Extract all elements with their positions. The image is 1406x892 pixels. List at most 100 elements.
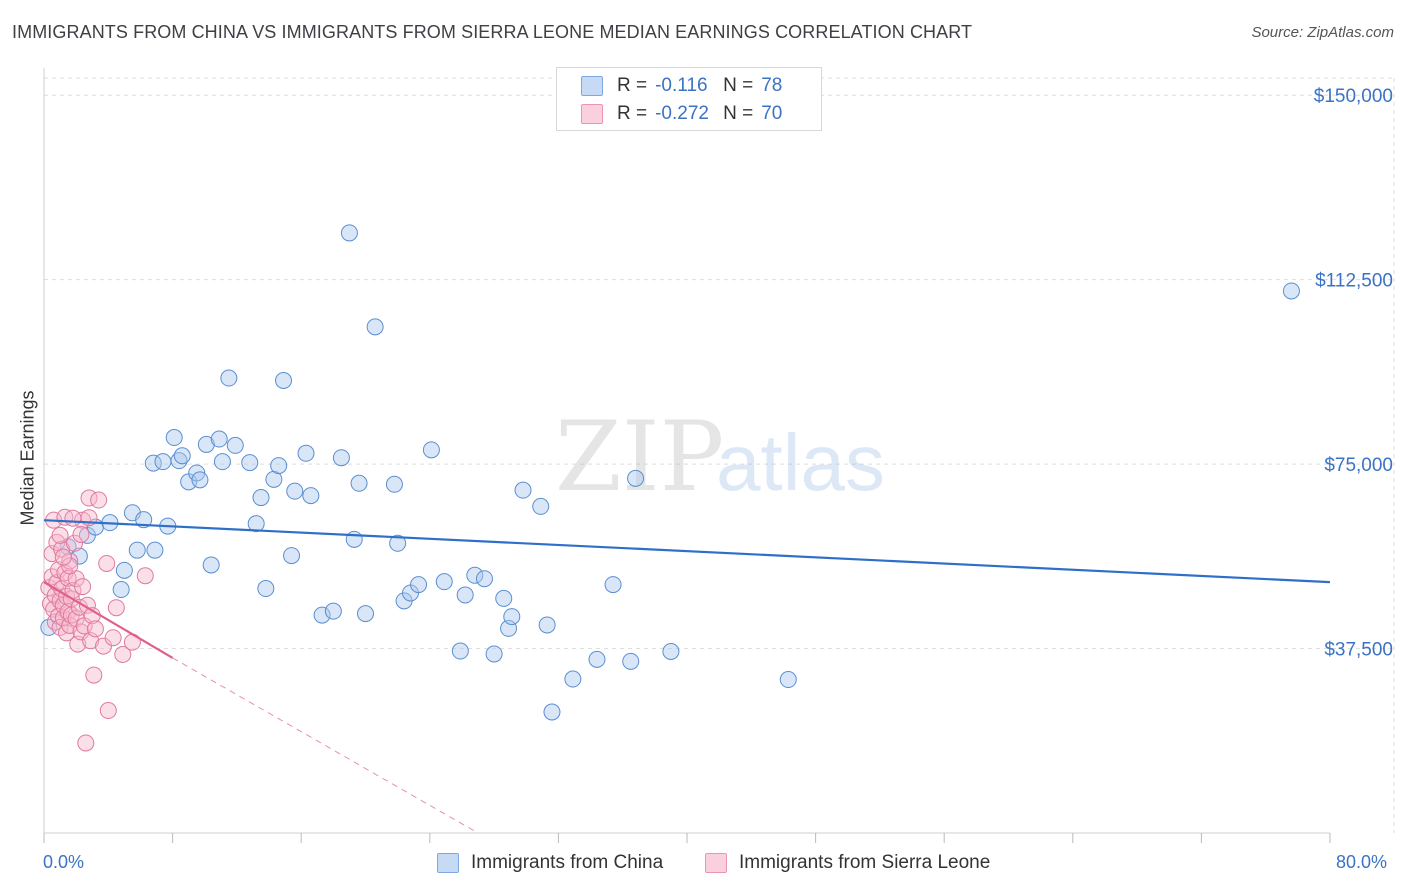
sierra-leone-point <box>85 666 103 684</box>
legend-row-china: R = -0.116 N = 78 <box>581 74 782 98</box>
china-point <box>146 541 164 559</box>
china-point <box>466 566 484 584</box>
china-point <box>241 454 259 472</box>
x-tick-min: 0.0% <box>43 852 85 872</box>
n-value: 70 <box>761 103 783 124</box>
china-point <box>604 576 622 594</box>
sierra-leone-point <box>77 734 95 752</box>
china-point <box>538 616 556 634</box>
china-point <box>456 586 474 604</box>
china-point <box>297 444 315 462</box>
legend-item-china: Immigrants from China <box>437 852 663 874</box>
china-point <box>213 453 231 471</box>
y-tick-label: $112,500 <box>1315 271 1393 292</box>
china-point <box>779 671 797 689</box>
china-point <box>385 475 403 493</box>
sierra-leone-legend-swatch <box>705 853 727 873</box>
sierra-leone-point <box>107 599 125 617</box>
legend-item-sierra-leone: Immigrants from Sierra Leone <box>705 852 990 874</box>
r-label: R = <box>617 75 648 96</box>
sierra-leone-point <box>66 534 84 552</box>
sierra-leone-point <box>99 702 117 720</box>
china-point <box>350 474 368 492</box>
china-point <box>332 449 350 467</box>
r-value: -0.116 <box>655 75 708 96</box>
china-point <box>257 580 275 598</box>
n-label: N = <box>723 103 754 124</box>
sierra-leone-point <box>114 645 132 663</box>
trend-lines <box>43 519 1331 834</box>
china-point <box>135 511 153 529</box>
sierra-leone-trend-line <box>172 657 479 834</box>
china-point <box>543 703 561 721</box>
sierra-leone-point <box>136 567 154 585</box>
china-point <box>252 489 270 507</box>
china-point <box>451 642 469 660</box>
y-tick-label: $150,000 <box>1314 86 1393 107</box>
sierra-leone-trend-line <box>43 581 174 659</box>
china-point <box>283 547 301 565</box>
china-point <box>410 576 428 594</box>
china-swatch <box>581 76 603 96</box>
china-point <box>1282 282 1300 300</box>
sierra-leone-point <box>74 578 92 596</box>
china-point <box>564 670 582 688</box>
china-point <box>173 447 191 465</box>
sierra-leone-swatch <box>581 104 603 124</box>
china-point <box>220 369 238 387</box>
axes <box>43 68 1331 843</box>
legend-label-sierra-leone: Immigrants from Sierra Leone <box>739 852 991 873</box>
r-value: -0.272 <box>655 103 709 124</box>
china-point <box>422 441 440 459</box>
china-point <box>588 650 606 668</box>
china-point <box>170 452 188 470</box>
sierra-leone-point <box>72 525 90 543</box>
sierra-leone-point <box>41 595 59 613</box>
sierra-leone-point <box>104 629 122 647</box>
china-trend-line <box>43 519 1331 584</box>
china-point <box>485 645 503 663</box>
y-axis-label: Median Earnings <box>17 390 38 526</box>
china-point <box>165 429 183 447</box>
china-point <box>435 573 453 591</box>
watermark-atlas: atlas <box>716 418 885 507</box>
china-point <box>270 457 288 475</box>
china-point <box>389 534 407 552</box>
n-value: 78 <box>761 75 783 96</box>
china-point <box>340 224 358 242</box>
china-point <box>357 605 374 623</box>
watermark-zip: ZIP <box>555 401 724 513</box>
china-point <box>622 652 640 670</box>
r-label: R = <box>617 103 648 124</box>
y-tick-label: $37,500 <box>1324 640 1393 661</box>
stats-legend: R = -0.116 N = 78 R = -0.272 N = 70 <box>556 67 822 131</box>
chart-title: IMMIGRANTS FROM CHINA VS IMMIGRANTS FROM… <box>12 22 973 42</box>
china-point <box>191 471 209 489</box>
china-point <box>324 602 342 620</box>
china-point <box>226 436 244 454</box>
legend-label-china: Immigrants from China <box>471 852 664 873</box>
sierra-leone-point <box>54 548 72 566</box>
y-tick-label: $75,000 <box>1324 455 1393 476</box>
source-credit: Source: ZipAtlas.com <box>1251 24 1394 41</box>
sierra-leone-point <box>94 637 112 655</box>
china-point <box>247 515 265 533</box>
sierra-leone-point <box>43 545 61 563</box>
china-point <box>503 608 521 626</box>
china-point <box>475 570 493 588</box>
sierra-leone-point <box>64 509 82 527</box>
china-point <box>313 606 331 624</box>
legend-row-sierra-leone: R = -0.272 N = 70 <box>581 102 782 126</box>
china-point <box>202 556 220 574</box>
china-legend-swatch <box>437 853 459 873</box>
china-points <box>40 224 1300 721</box>
china-point <box>495 589 513 607</box>
series-legend: Immigrants from China Immigrants from Si… <box>0 852 1406 878</box>
y-tick-labels: $37,500 $75,000 $112,500 $150,000 <box>1314 86 1393 660</box>
china-point <box>112 581 130 599</box>
china-point <box>154 453 172 471</box>
sierra-leone-point <box>98 554 116 572</box>
sierra-leone-point <box>51 526 69 544</box>
watermark: ZIP atlas <box>555 401 885 513</box>
china-point <box>286 482 304 500</box>
